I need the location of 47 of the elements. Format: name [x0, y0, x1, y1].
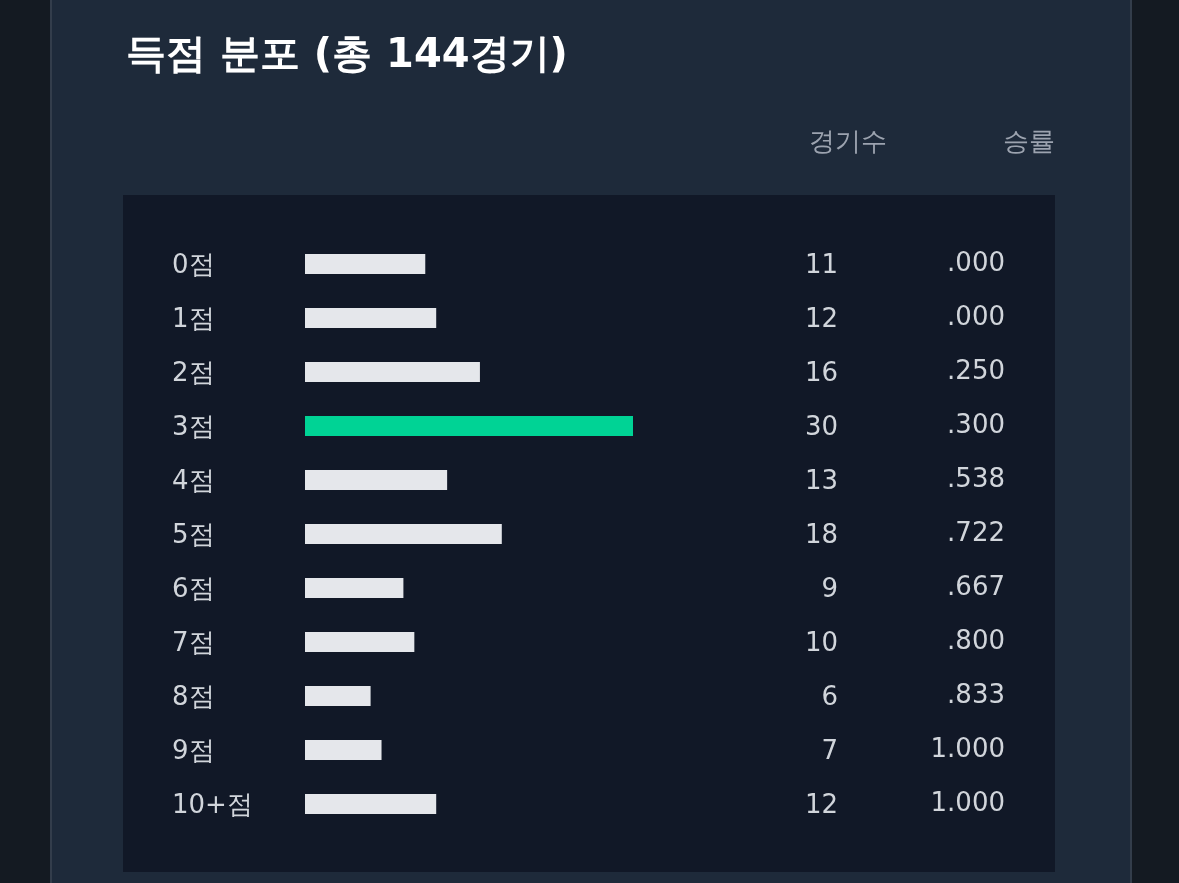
- y-tick-label: 6점: [172, 573, 215, 603]
- y-tick-label: 0점: [172, 249, 215, 279]
- bar: [305, 740, 382, 760]
- data-label: 7: [821, 735, 838, 765]
- bar: [305, 254, 426, 274]
- y-tick-label: 5점: [172, 519, 215, 549]
- y-tick-label: 10+점: [172, 789, 253, 819]
- text: 1.000: [930, 787, 1005, 817]
- y-tick-label: 8점: [172, 681, 215, 711]
- chart-title: 득점 분포 (총 144경기): [126, 30, 568, 76]
- data-label: 6: [821, 681, 838, 711]
- data-label: 9: [821, 573, 838, 603]
- y-tick-label: 7점: [172, 627, 215, 657]
- y-tick-label: 4점: [172, 465, 215, 495]
- bar: [305, 362, 480, 382]
- y-tick-label: 9점: [172, 735, 215, 765]
- y-tick-label: 3점: [172, 411, 215, 441]
- text: .800: [947, 625, 1005, 655]
- text: 1.000: [930, 733, 1005, 763]
- bar: [305, 794, 437, 814]
- text: .722: [947, 517, 1005, 547]
- data-label: 18: [804, 519, 838, 549]
- bar: [305, 632, 415, 652]
- data-label: 30: [804, 411, 838, 441]
- data-label: 11: [804, 249, 838, 279]
- bar: [305, 686, 371, 706]
- bar: [305, 524, 502, 544]
- text: .833: [947, 679, 1005, 709]
- text: 경기수: [809, 126, 887, 156]
- data-label: 12: [804, 789, 838, 819]
- bar: [305, 578, 404, 598]
- y-tick-label: 2점: [172, 357, 215, 387]
- bar: [305, 470, 448, 490]
- text: .538: [947, 463, 1005, 493]
- text: 승률: [1003, 126, 1055, 156]
- text: .000: [947, 247, 1005, 277]
- data-label: 12: [804, 303, 838, 333]
- y-tick-label: 1점: [172, 303, 215, 333]
- bar: [305, 308, 437, 328]
- data-label: 16: [804, 357, 838, 387]
- bar: [305, 416, 633, 436]
- text: .000: [947, 301, 1005, 331]
- data-label: 13: [804, 465, 838, 495]
- data-label: 10: [804, 627, 838, 657]
- text: .250: [947, 355, 1005, 385]
- text: .667: [947, 571, 1005, 601]
- text: .300: [947, 409, 1005, 439]
